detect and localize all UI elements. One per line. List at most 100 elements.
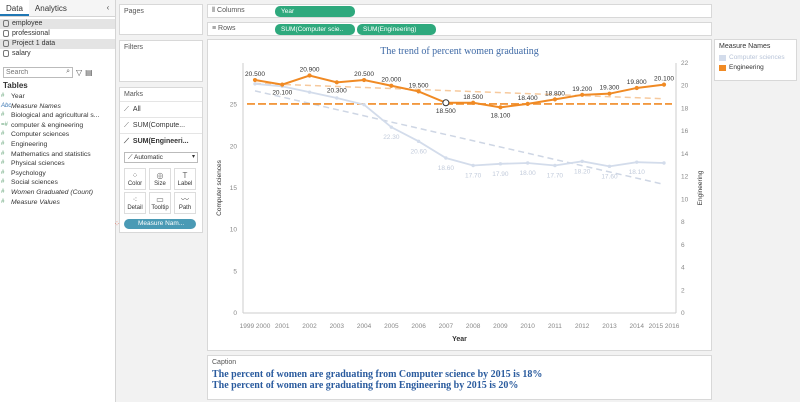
pane-tabs: Data Analytics ‹	[0, 0, 115, 17]
filters-card[interactable]: Filters	[119, 40, 203, 82]
rows-pill-computer[interactable]: SUM(Computer scie..	[275, 24, 355, 35]
data-label: 18.400	[518, 95, 538, 102]
chart-view[interactable]: The trend of percent women graduating 0 5 1…	[207, 39, 712, 351]
data-point	[580, 92, 585, 97]
filters-title: Filters	[124, 44, 144, 51]
field-type-icon: #	[1, 160, 5, 167]
field-type-icon: #	[1, 150, 5, 157]
field-item[interactable]: # Engineering	[0, 140, 115, 150]
legend-item-engineering[interactable]: Engineering	[715, 63, 796, 73]
data-label: 18.100	[490, 112, 510, 119]
field-label: Women Graduated (Count)	[11, 188, 93, 196]
x-tick: 1999 2000	[240, 323, 271, 330]
mark-type-dropdown[interactable]: ⟋ Automatic ▾	[124, 152, 198, 163]
pages-card[interactable]: Pages	[119, 4, 203, 35]
rows-shelf[interactable]: ≡ Rows SUM(Computer scie.. SUM(Engineeri…	[207, 22, 712, 36]
data-point	[307, 73, 312, 78]
data-point	[525, 161, 530, 165]
mark-button-label: Color	[127, 181, 143, 187]
field-item[interactable]: # Physical sciences	[0, 159, 115, 169]
tab-data[interactable]: Data	[0, 0, 29, 16]
measure-names-pill[interactable]: ⁘ Measure Nam...	[114, 219, 196, 229]
rows-pill-engineering[interactable]: SUM(Engineering)	[357, 24, 436, 35]
mark-path-button[interactable]: 〰 Path	[174, 192, 196, 214]
x-tick: 2014	[629, 323, 644, 330]
x-tick: 2013	[602, 323, 617, 330]
datasource-item[interactable]: salary	[0, 49, 115, 59]
data-point	[253, 82, 257, 86]
y-tick-left: 10	[230, 227, 238, 234]
field-item[interactable]: # Women Graduated (Count)	[0, 188, 115, 198]
marks-row-all[interactable]: ⟋ All	[120, 101, 202, 117]
legend-swatch	[719, 55, 726, 61]
detail-icon: ⁖	[132, 195, 138, 204]
rows-icon: ≡	[212, 25, 219, 32]
field-label: Measure Values	[11, 198, 60, 206]
datasource-item[interactable]: professional	[0, 29, 115, 39]
data-point	[444, 156, 448, 160]
datasource-label: employee	[12, 20, 43, 27]
marks-row-label: SUM(Compute...	[132, 122, 186, 129]
view-list-icon[interactable]: ▤	[85, 68, 93, 77]
mark-button-label: Label	[177, 181, 193, 187]
pages-title: Pages	[124, 8, 144, 15]
mark-size-button[interactable]: ◎ Size	[149, 168, 171, 190]
mark-detail-button[interactable]: ⁖ Detail	[124, 192, 146, 214]
caption-line: The percent of women are graduating from…	[212, 369, 543, 380]
x-axis-label: Year	[452, 336, 467, 343]
data-point	[498, 162, 503, 166]
field-type-icon: =#	[1, 121, 8, 128]
field-label: Computer sciences	[11, 131, 70, 139]
series-line-computer	[254, 82, 665, 168]
marks-row-computer[interactable]: ⟋ SUM(Compute...	[120, 117, 202, 133]
caption-title: Caption	[212, 359, 237, 366]
collapse-pane-icon[interactable]: ‹	[106, 3, 110, 12]
y-tick-left: 25	[230, 102, 238, 109]
data-point	[607, 91, 612, 96]
columns-shelf[interactable]: ⦀ Columns Year	[207, 4, 712, 18]
field-type-icon: #	[1, 140, 5, 147]
legend-item-computer[interactable]: Computer sciences	[715, 53, 796, 63]
trend-line-engineering	[254, 82, 665, 100]
datasource-list: employee professional Project 1 data sal…	[0, 17, 115, 59]
field-item[interactable]: # Social sciences	[0, 178, 115, 188]
field-type-icon: #	[1, 198, 5, 205]
field-item[interactable]: # Year	[0, 92, 115, 102]
data-point	[661, 82, 667, 87]
field-item[interactable]: Abc Measure Names	[0, 102, 115, 112]
field-type-icon: #	[1, 112, 5, 119]
x-tick: 2009	[493, 323, 508, 330]
datasource-item[interactable]: employee	[0, 19, 115, 29]
mark-label-button[interactable]: T Label	[174, 168, 196, 190]
columns-pill-year[interactable]: Year	[275, 6, 355, 17]
field-item[interactable]: # Mathematics and statistics	[0, 150, 115, 160]
mark-button-label: Path	[178, 205, 192, 211]
label-icon: T	[182, 171, 188, 180]
mark-tooltip-button[interactable]: ▭ Tooltip	[149, 192, 171, 214]
tab-analytics[interactable]: Analytics	[34, 4, 67, 13]
field-item[interactable]: # Measure Values	[0, 198, 115, 208]
field-label: computer & engineering	[11, 121, 84, 129]
color-dots-icon: ⁘	[114, 221, 120, 228]
database-icon	[3, 20, 9, 27]
field-item[interactable]: # Psychology	[0, 169, 115, 179]
data-label: 18.500	[463, 94, 483, 101]
search-row: ⌕ ▽ ▤	[0, 67, 115, 78]
mark-color-button[interactable]: ⁘ Color	[124, 168, 146, 190]
line-chart[interactable]: The trend of percent women graduating 0 5 1…	[208, 40, 713, 352]
legend-card: Measure Names Computer sciences Engineer…	[714, 39, 797, 81]
field-item[interactable]: # Computer sciences	[0, 130, 115, 140]
y-tick-right: 22	[681, 60, 689, 67]
marks-row-engineering[interactable]: ⟋ SUM(Engineeri...	[120, 133, 202, 149]
data-label: 20.000	[381, 77, 401, 84]
search-input[interactable]	[4, 68, 62, 77]
field-item[interactable]: =# computer & engineering	[0, 121, 115, 131]
path-icon: 〰	[181, 195, 189, 204]
search-icon[interactable]: ⌕	[66, 68, 70, 75]
trend-line-computer	[254, 90, 665, 186]
x-tick: 2004	[357, 323, 372, 330]
filter-icon[interactable]: ▽	[76, 68, 83, 77]
field-item[interactable]: # Biological and agricultural s...	[0, 111, 115, 121]
size-icon: ◎	[156, 171, 164, 180]
datasource-item[interactable]: Project 1 data	[0, 39, 115, 49]
